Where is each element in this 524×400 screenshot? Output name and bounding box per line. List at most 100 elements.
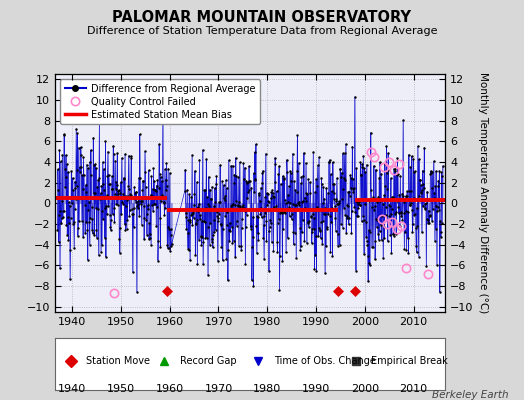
Point — [344, 203, 352, 210]
Point — [167, 243, 176, 249]
Point — [310, 215, 318, 221]
Point — [414, 253, 423, 260]
Point — [323, 224, 331, 230]
Point — [162, 160, 171, 166]
Point — [378, 197, 387, 204]
Point — [100, 166, 108, 172]
Point — [407, 200, 415, 206]
Point — [315, 154, 323, 160]
Point — [182, 207, 191, 213]
Point — [272, 188, 281, 194]
Point — [156, 215, 164, 221]
Point — [231, 254, 239, 260]
Point — [264, 190, 272, 197]
Point — [256, 210, 265, 217]
Point — [437, 169, 445, 176]
Point — [342, 213, 351, 219]
Point — [293, 205, 302, 212]
Point — [213, 212, 222, 219]
Point — [302, 240, 311, 246]
Point — [260, 213, 269, 220]
Point — [199, 147, 207, 153]
Point — [240, 176, 248, 182]
Point — [201, 187, 209, 193]
Point — [247, 184, 256, 191]
Point — [68, 200, 76, 206]
Point — [298, 229, 306, 236]
Point — [117, 210, 125, 217]
Point — [160, 212, 169, 218]
Point — [252, 223, 260, 229]
Point — [330, 180, 338, 187]
Point — [312, 176, 320, 182]
Point — [341, 212, 349, 218]
Point — [195, 156, 203, 163]
Point — [356, 202, 364, 208]
Text: 1940: 1940 — [58, 384, 86, 394]
Point — [194, 201, 203, 208]
Point — [349, 175, 357, 182]
Point — [266, 224, 274, 230]
Point — [233, 203, 242, 210]
Point — [432, 168, 440, 174]
Point — [390, 232, 398, 239]
Point — [83, 256, 92, 263]
Point — [406, 202, 414, 209]
Point — [189, 209, 198, 216]
Point — [263, 202, 271, 208]
Point — [214, 218, 222, 224]
Point — [413, 223, 421, 229]
Point — [234, 202, 243, 209]
Point — [242, 224, 250, 230]
Point — [89, 134, 97, 141]
Point — [393, 198, 401, 204]
Point — [282, 249, 290, 256]
Point — [116, 190, 125, 196]
Text: 1970: 1970 — [204, 384, 233, 394]
Point — [211, 185, 219, 191]
Point — [264, 198, 272, 204]
Point — [345, 215, 353, 222]
Point — [151, 188, 160, 194]
Point — [88, 226, 96, 233]
Point — [257, 204, 265, 211]
Point — [310, 266, 319, 272]
Point — [91, 190, 99, 196]
Point — [352, 165, 361, 171]
Point — [333, 175, 341, 181]
Point — [129, 223, 138, 230]
Point — [155, 171, 163, 177]
Point — [59, 214, 67, 220]
Point — [419, 181, 428, 188]
Point — [294, 160, 303, 166]
Point — [186, 257, 194, 264]
Point — [329, 159, 337, 166]
Point — [275, 216, 283, 222]
Point — [361, 200, 369, 207]
Point — [104, 203, 113, 209]
Point — [300, 238, 309, 244]
Point — [424, 207, 433, 214]
Point — [304, 224, 313, 230]
Point — [292, 189, 301, 196]
Point — [101, 138, 110, 145]
Point — [90, 232, 99, 238]
Point — [357, 171, 365, 178]
Point — [139, 178, 147, 184]
Point — [225, 238, 234, 244]
Point — [429, 206, 437, 212]
Point — [229, 201, 237, 207]
Point — [359, 217, 368, 223]
Point — [357, 172, 365, 178]
Point — [380, 192, 388, 198]
Point — [61, 166, 69, 172]
Point — [418, 229, 426, 236]
Point — [243, 211, 251, 218]
Point — [91, 161, 100, 167]
Point — [195, 236, 203, 243]
Point — [134, 198, 142, 204]
Point — [268, 189, 277, 196]
Point — [380, 160, 389, 167]
Point — [120, 176, 128, 182]
Point — [192, 179, 201, 186]
